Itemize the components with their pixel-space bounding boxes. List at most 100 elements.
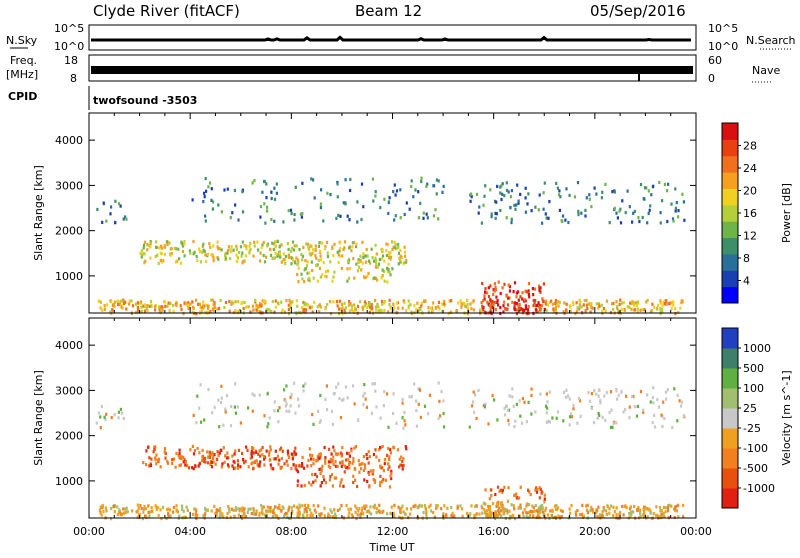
heatmap-cell bbox=[659, 299, 662, 303]
heatmap-cell bbox=[316, 263, 319, 267]
heatmap-cell bbox=[499, 208, 502, 213]
heatmap-cell bbox=[485, 509, 489, 513]
xtick-label: 00:00 bbox=[73, 525, 105, 538]
heatmap-cell bbox=[273, 219, 276, 223]
heatmap-cell bbox=[507, 190, 510, 194]
heatmap-cell bbox=[181, 507, 184, 511]
heatmap-cell bbox=[541, 490, 544, 494]
heatmap-cell bbox=[112, 303, 115, 307]
heatmap-cell bbox=[666, 219, 669, 224]
heatmap-cell bbox=[304, 503, 307, 507]
heatmap-cell bbox=[550, 299, 553, 303]
heatmap-cell bbox=[538, 486, 541, 490]
heatmap-cell bbox=[232, 459, 235, 463]
heatmap-cell bbox=[361, 240, 364, 244]
heatmap-cell bbox=[528, 510, 531, 514]
heatmap-cell bbox=[302, 307, 305, 312]
heatmap-cell bbox=[651, 302, 654, 306]
heatmap-cell bbox=[273, 409, 276, 413]
heatmap-cell bbox=[383, 279, 386, 283]
heatmap-cell bbox=[625, 505, 628, 510]
heatmap-cell bbox=[363, 478, 366, 482]
heatmap-cell bbox=[618, 209, 621, 213]
heatmap-cell bbox=[241, 506, 244, 510]
colorbar-label: 12 bbox=[743, 230, 757, 243]
heatmap-cell bbox=[639, 183, 643, 187]
heatmap-cell bbox=[520, 421, 524, 425]
heatmap-cell bbox=[175, 509, 178, 513]
heatmap-cell bbox=[527, 289, 530, 293]
heatmap-cell bbox=[275, 182, 278, 186]
heatmap-cell bbox=[149, 256, 152, 260]
heatmap-cell bbox=[439, 414, 442, 418]
heatmap-cell bbox=[208, 242, 211, 246]
heatmap-cell bbox=[98, 508, 101, 512]
heatmap-cell bbox=[484, 402, 487, 406]
heatmap-cell bbox=[628, 416, 631, 420]
heatmap-cell bbox=[234, 449, 237, 453]
heatmap-cell bbox=[620, 307, 623, 311]
heatmap-cell bbox=[519, 192, 522, 196]
heatmap-cell bbox=[193, 449, 196, 453]
heatmap-cell bbox=[470, 307, 473, 311]
heatmap-cell bbox=[503, 282, 506, 286]
heatmap-cell bbox=[253, 179, 256, 183]
heatmap-cell bbox=[523, 298, 526, 302]
heatmap-cell bbox=[122, 301, 125, 306]
heatmap-cell bbox=[348, 218, 351, 222]
heatmap-cell bbox=[580, 305, 583, 309]
heatmap-cell bbox=[313, 196, 316, 200]
heatmap-cell bbox=[387, 211, 390, 215]
heatmap-cell bbox=[290, 211, 293, 216]
heatmap-cell bbox=[416, 301, 419, 305]
heatmap-cell bbox=[628, 405, 631, 409]
heatmap-cell bbox=[612, 301, 615, 305]
heatmap-cell bbox=[416, 309, 419, 313]
heatmap-cell bbox=[636, 300, 639, 304]
heatmap-cell bbox=[393, 183, 396, 187]
heatmap-cell bbox=[493, 512, 497, 516]
heatmap-cell bbox=[604, 309, 607, 313]
heatmap-cell bbox=[154, 504, 157, 508]
heatmap-cell bbox=[125, 506, 128, 510]
heatmap-cell bbox=[634, 301, 638, 305]
heatmap-cell bbox=[164, 456, 167, 460]
heatmap-cell bbox=[518, 514, 521, 518]
heatmap-cell bbox=[482, 203, 485, 207]
heatmap-cell bbox=[501, 192, 504, 196]
heatmap-cell bbox=[584, 309, 587, 313]
heatmap-cell bbox=[207, 388, 210, 392]
heatmap-cell bbox=[347, 458, 350, 462]
heatmap-cell bbox=[327, 514, 331, 518]
heatmap-cell bbox=[157, 513, 160, 517]
heatmap-cell bbox=[100, 405, 103, 409]
heatmap-cell bbox=[484, 502, 487, 506]
heatmap-cell bbox=[99, 306, 102, 310]
heatmap-cell bbox=[479, 308, 482, 312]
heatmap-cell bbox=[329, 312, 333, 316]
heatmap-cell bbox=[367, 461, 370, 465]
heatmap-cell bbox=[410, 507, 413, 511]
heatmap-cell bbox=[615, 512, 618, 517]
heatmap-cell bbox=[507, 422, 511, 426]
heatmap-cell bbox=[136, 515, 139, 519]
heatmap-cell bbox=[441, 302, 444, 306]
heatmap-cell bbox=[586, 510, 589, 515]
heatmap-cell bbox=[512, 290, 515, 294]
heatmap-cell bbox=[496, 418, 499, 422]
heatmap-cell bbox=[101, 308, 104, 312]
heatmap-cell bbox=[521, 297, 524, 301]
heatmap-cell bbox=[484, 287, 487, 291]
heatmap-cell bbox=[500, 505, 503, 509]
heatmap-cell bbox=[269, 253, 273, 257]
nsearch-tick-bottom: 10^0 bbox=[708, 40, 738, 53]
heatmap-cell bbox=[499, 514, 503, 518]
heatmap-cell bbox=[385, 453, 389, 457]
heatmap-cell bbox=[363, 506, 366, 511]
heatmap-cell bbox=[371, 177, 374, 181]
heatmap-cell bbox=[367, 450, 370, 454]
heatmap-cell bbox=[392, 392, 395, 396]
heatmap-cell bbox=[265, 449, 268, 453]
heatmap-cell bbox=[276, 239, 279, 243]
heatmap-cell bbox=[518, 399, 521, 403]
